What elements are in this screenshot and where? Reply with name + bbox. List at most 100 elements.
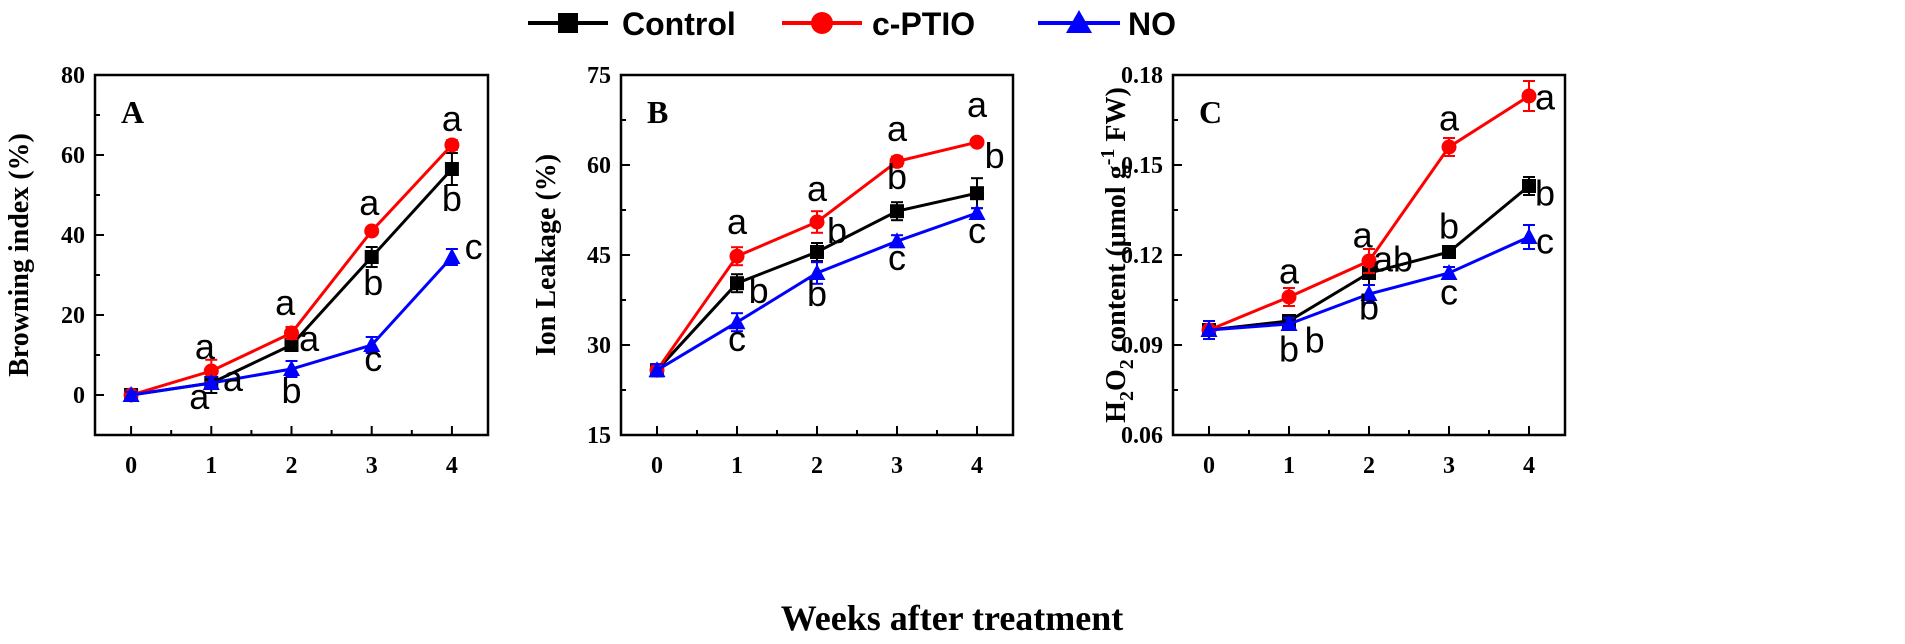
- panel-c-ylabel-part: content (μmol g: [1101, 165, 1132, 359]
- panel-a-point-no: [443, 248, 461, 264]
- panel-b-sig-label: b: [827, 210, 847, 251]
- panel-b-sig-label: b: [807, 273, 827, 314]
- panel-a-point-no: [202, 374, 220, 390]
- panel-a-ytick-label: 0: [73, 383, 85, 409]
- panel-c-point-no: [1520, 228, 1538, 244]
- panel-a-ytick-label: 20: [61, 303, 85, 329]
- panel-b-xtick-label: 3: [891, 453, 903, 479]
- panel-b-ytick-label: 60: [587, 153, 611, 179]
- legend-marker-control: [558, 13, 578, 33]
- panel-a-sig-label: a: [442, 98, 463, 139]
- panel-c-xtick-label: 1: [1283, 453, 1295, 479]
- panel-c-ytick-label: 0.15: [1121, 153, 1163, 179]
- panel-c-ytick-label: 0.12: [1121, 243, 1163, 269]
- panel-a-sig-label: b: [442, 178, 462, 219]
- panel-b-point-no: [888, 232, 906, 249]
- panel-b-point-control: [810, 245, 824, 259]
- panel-c-xtick-label: 2: [1363, 453, 1375, 479]
- x-axis-label: Weeks after treatment: [781, 598, 1124, 638]
- panel-c-sig-label: b: [1305, 320, 1325, 361]
- panel-b-sig-label: a: [967, 84, 988, 125]
- panel-c-sig-label: c: [1440, 272, 1458, 313]
- legend-item-no: NO: [1038, 6, 1176, 42]
- panel-c-ylabel-part: FW): [1101, 87, 1132, 148]
- panel-b-sig-label: b: [887, 156, 907, 197]
- panel-a-sig-label: a: [195, 326, 216, 367]
- panel-b-point-cptio: [729, 248, 745, 264]
- panel-a-point-cptio: [284, 325, 299, 341]
- panel-a-point-cptio: [364, 223, 380, 239]
- panel-b-xtick-label: 0: [651, 453, 663, 479]
- panel-c-ylabel-part: O: [1101, 369, 1132, 391]
- legend-marker-no: [1066, 10, 1092, 33]
- panel-b-point-cptio: [889, 153, 905, 169]
- panel-c-point-control: [1442, 245, 1456, 259]
- panel-b-ylabel: Ion Leakage (%): [531, 154, 562, 356]
- panel-a-xtick-label: 0: [125, 453, 137, 479]
- panel-a-point-control: [364, 250, 379, 264]
- panel-b-sig-label: b: [985, 135, 1005, 176]
- panel-a-ytick-label: 80: [61, 63, 85, 89]
- panel-a-point-control: [284, 338, 299, 352]
- panel-c-ylabel-part: 2: [1116, 359, 1138, 369]
- panel-c-point-cptio: [1361, 253, 1377, 269]
- panel-b-sig-label: c: [888, 237, 906, 278]
- panel-a-sig-label: c: [465, 226, 483, 267]
- panel-c-ylabel-part: H: [1101, 401, 1132, 423]
- panel-a-point-cptio: [203, 363, 219, 379]
- panel-c-point-cptio: [1441, 139, 1457, 155]
- panel-a-xtick-label: 4: [446, 453, 458, 479]
- panel-b-point-no: [728, 313, 746, 330]
- panel-a-xtick-label: 3: [366, 453, 378, 479]
- panel-c-sig-label: b: [1279, 329, 1299, 370]
- panel-a-sig-label: b: [281, 370, 301, 411]
- panel-c-sig-label: a: [1353, 215, 1374, 256]
- panel-a-sig-label: b: [363, 262, 383, 303]
- panel-b-ytick-label: 15: [587, 423, 611, 449]
- panel-a-line-cptio: [130, 143, 454, 397]
- panel-c-ytick-label: 0.09: [1121, 333, 1163, 359]
- panel-b-sig-label: a: [887, 108, 908, 149]
- panel-c-xtick-label: 4: [1523, 453, 1535, 479]
- panel-c-sig-label: b: [1535, 173, 1555, 214]
- panel-a-sig-label: a: [299, 318, 320, 359]
- panel-a-ylabel: Browning index (%): [4, 133, 35, 377]
- panel-a-point-cptio: [444, 137, 460, 153]
- panel-c-ylabel-part: -1: [1097, 149, 1119, 166]
- panel-c-sig-label: a: [1439, 98, 1460, 139]
- panel-c-point-no: [1440, 264, 1458, 280]
- legend-marker-cptio: [811, 12, 833, 34]
- panel-c-xtick-label: 0: [1203, 453, 1215, 479]
- panel-b-ytick-label: 45: [587, 243, 611, 269]
- panel-b-ytick-label: 75: [587, 63, 611, 89]
- legend: Control c-PTIO NO: [528, 6, 1176, 42]
- panel-c-sig-label: ab: [1373, 239, 1413, 280]
- panel-b-xtick-label: 1: [731, 453, 743, 479]
- panel-b-point-control: [890, 204, 904, 219]
- panel-a-ytick-label: 60: [61, 143, 85, 169]
- panel-c-point-cptio: [1281, 289, 1297, 305]
- panel-b-sig-label: a: [807, 168, 828, 209]
- panel-a-sig-label: a: [359, 182, 380, 223]
- panel-b-point-control: [730, 276, 744, 291]
- panel-b-point-cptio: [809, 214, 825, 230]
- panel-b-sig-label: a: [727, 201, 748, 242]
- panel-b-sig-label: c: [728, 318, 746, 359]
- panel-a-sig-label: a: [223, 358, 244, 399]
- panel-a-sig-label: a: [189, 376, 210, 417]
- panel-b-point-no: [648, 361, 666, 378]
- legend-label-cptio: c-PTIO: [872, 6, 975, 42]
- panel-c-sig-label: a: [1535, 77, 1556, 118]
- panel-b-xtick-label: 4: [971, 453, 983, 479]
- panel-a-sig-label: a: [275, 282, 296, 323]
- panel-c-point-cptio: [1521, 88, 1537, 104]
- panel-b-ytick-label: 30: [587, 333, 611, 359]
- panel-a-ytick-label: 40: [61, 223, 85, 249]
- panel-c-letter: C: [1199, 94, 1222, 130]
- panel-c-ytick-label: 0.18: [1121, 63, 1163, 89]
- panel-a-sig-label: c: [364, 338, 382, 379]
- panel-c-point-control: [1522, 179, 1536, 193]
